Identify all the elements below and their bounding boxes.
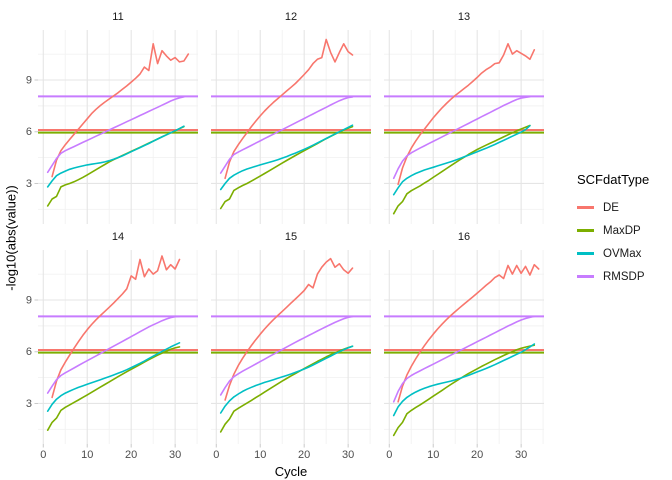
series-line-rmsdp	[392, 315, 536, 403]
series-line-de	[51, 43, 190, 178]
x-axis-tick-label: 0	[386, 449, 392, 461]
legend-item-maxdp: MaxDP	[577, 219, 669, 242]
facet-strip-label: 15	[285, 231, 297, 243]
x-axis-tick-label: 10	[427, 449, 439, 461]
x-axis-tick-label: 20	[298, 449, 310, 461]
facet-panel-15: 15 0 10 20 30	[211, 231, 371, 461]
x-axis-tick-label: 30	[169, 449, 181, 461]
series-line-de	[224, 257, 354, 401]
facet-panel-12: 12	[211, 11, 371, 224]
y-axis-tick-label: 3	[26, 178, 32, 190]
legend-key-line-icon	[577, 275, 594, 278]
legend-item-label: DE	[603, 201, 619, 214]
facet-strip-label: 12	[285, 11, 297, 23]
y-axis-tick-label: 6	[26, 126, 32, 138]
legend-items: DE MaxDP OVMax RMSDP	[577, 196, 669, 288]
legend: SCFdatType DE MaxDP OVMax RMSDP	[577, 172, 669, 288]
legend-key-line-icon	[577, 252, 594, 255]
x-axis-tick-label: 0	[213, 449, 219, 461]
series-line-ovmax	[392, 343, 536, 417]
facet-panel-13: 13	[384, 11, 544, 224]
facet-panel-14: 14 0 10 20 30 3 6 9	[26, 231, 198, 461]
series-line-ovmax	[46, 342, 181, 412]
facet-strip-label: 13	[458, 11, 470, 23]
series-line-rmsdp	[46, 315, 181, 394]
legend-item-de: DE	[577, 196, 669, 219]
y-axis-tick-label: 9	[26, 295, 32, 307]
x-axis-tick-label: 0	[40, 449, 46, 461]
legend-title: SCFdatType	[577, 172, 650, 187]
series-line-maxdp	[219, 125, 354, 210]
series-line-ovmax	[219, 345, 354, 414]
legend-item-rmsdp: RMSDP	[577, 265, 669, 288]
x-axis-tick-label: 30	[515, 449, 527, 461]
y-axis-title: -log10(abs(value))	[3, 185, 19, 291]
series-line-maxdp	[46, 346, 181, 431]
x-axis-tick-label: 10	[81, 449, 93, 461]
legend-item-label: RMSDP	[603, 270, 645, 283]
series-line-ovmax	[219, 124, 354, 191]
series-line-ovmax	[46, 125, 185, 188]
series-line-rmsdp	[392, 95, 531, 180]
series-line-de	[51, 255, 181, 399]
x-axis-title: Cycle	[274, 464, 308, 479]
x-axis-tick-label: 20	[471, 449, 483, 461]
facet-strip-label: 14	[112, 231, 124, 243]
legend-item-label: MaxDP	[603, 224, 641, 237]
legend-key-line-icon	[577, 229, 594, 232]
x-axis-tick-label: 20	[125, 449, 137, 461]
series-line-maxdp	[392, 124, 531, 215]
series-line-rmsdp	[46, 96, 185, 174]
legend-item-label: OVMax	[603, 247, 642, 260]
x-axis-tick-label: 10	[254, 449, 266, 461]
legend-key-line-icon	[577, 206, 594, 209]
y-axis-tick-label: 3	[26, 398, 32, 410]
series-line-rmsdp	[219, 315, 354, 396]
facet-panel-11: 11 3 6 9	[26, 11, 198, 224]
series-line-ovmax	[392, 124, 531, 196]
y-axis-tick-label: 6	[26, 346, 32, 358]
series-line-de	[397, 43, 536, 186]
legend-item-ovmax: OVMax	[577, 242, 669, 265]
series-line-maxdp	[46, 125, 185, 207]
series-line-de	[224, 38, 354, 180]
facet-strip-label: 16	[458, 231, 470, 243]
facet-strip-label: 11	[112, 11, 123, 23]
y-axis-tick-label: 9	[26, 75, 32, 87]
series-line-maxdp	[219, 345, 354, 433]
series-line-maxdp	[392, 344, 536, 437]
x-axis-tick-label: 30	[342, 449, 354, 461]
series-line-de	[397, 263, 540, 403]
series-line-rmsdp	[219, 96, 354, 174]
facet-panel-16: 16 0 10 20 30	[384, 231, 544, 461]
